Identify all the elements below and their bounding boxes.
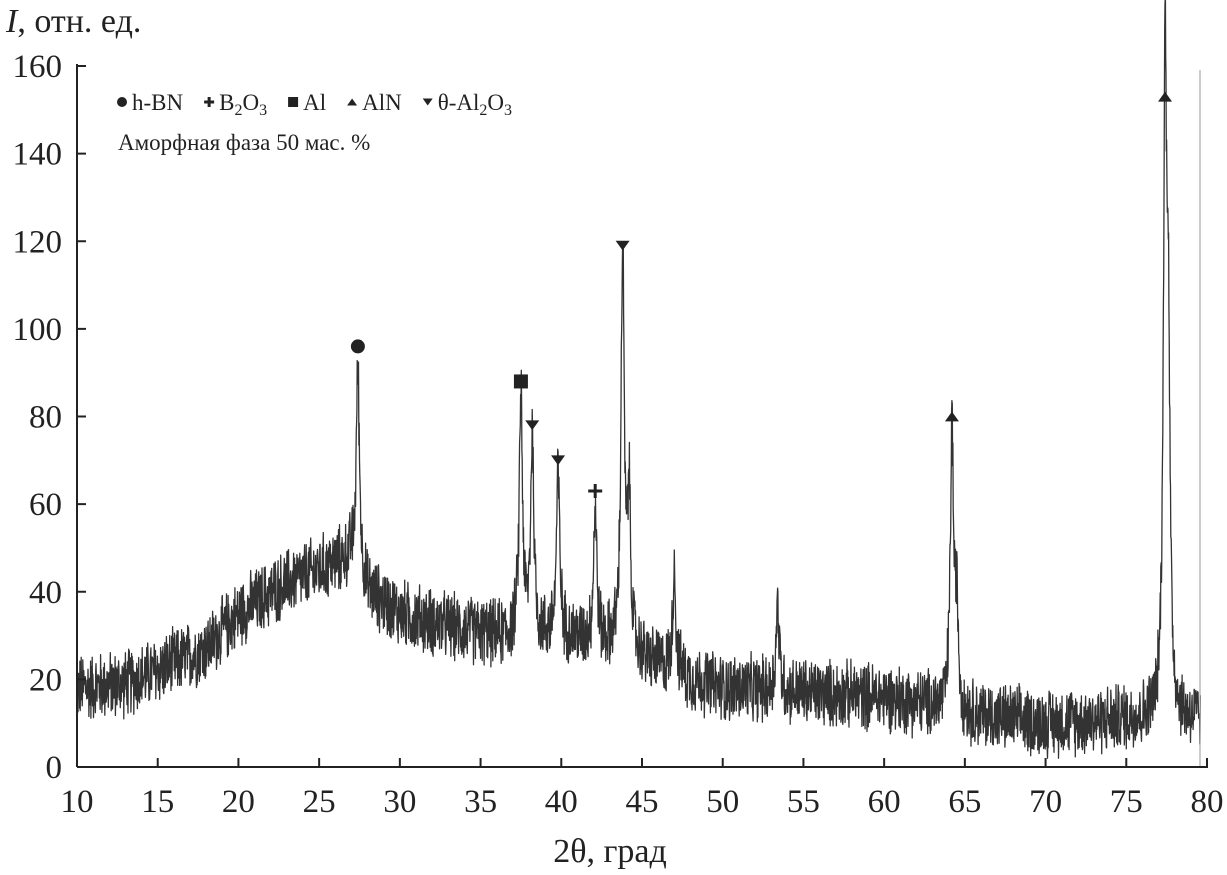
annotation: Аморфная фаза 50 мас. % bbox=[118, 130, 370, 155]
legend-marker-circle bbox=[117, 97, 127, 107]
peak-marker-triangle-up bbox=[944, 411, 959, 422]
legend-label: B2O3 bbox=[219, 90, 267, 119]
x-tick-label: 50 bbox=[706, 784, 739, 820]
y-tick-label: 60 bbox=[29, 487, 62, 523]
peak-marker-triangle-down bbox=[551, 455, 566, 466]
legend-label-text: O bbox=[242, 90, 259, 115]
y-axis-title-units: , отн. ед. bbox=[17, 3, 141, 40]
peak-marker-triangle-down bbox=[525, 420, 540, 431]
legend-marker-plus bbox=[204, 97, 215, 107]
y-tick-label: 0 bbox=[46, 750, 63, 786]
legend-marker-triangle-up bbox=[347, 98, 358, 106]
x-tick-label: 80 bbox=[1191, 784, 1224, 820]
subscript: 2 bbox=[234, 102, 242, 119]
x-tick-label: 45 bbox=[626, 784, 659, 820]
subscript: 3 bbox=[504, 102, 512, 119]
x-tick-label: 75 bbox=[1110, 784, 1143, 820]
legend-label: AlN bbox=[362, 90, 402, 115]
ticks: 10 15 20 25 30 35 40 45 50 55 60 65 70 75 80 0 20 40 60 80 1… bbox=[13, 49, 1224, 820]
y-tick-label: 80 bbox=[29, 400, 62, 436]
legend-label-text: B bbox=[219, 90, 234, 115]
y-axis-title: I, отн. ед. bbox=[5, 3, 141, 40]
peak-marker-triangle-down bbox=[615, 240, 630, 251]
x-tick-label: 70 bbox=[1029, 784, 1062, 820]
x-tick-label: 15 bbox=[141, 784, 174, 820]
x-tick-label: 35 bbox=[464, 784, 497, 820]
y-tick-label: 20 bbox=[29, 662, 62, 698]
legend-label-text: θ-Al bbox=[438, 90, 480, 115]
legend-label-text: O bbox=[487, 90, 504, 115]
x-tick-label: 60 bbox=[868, 784, 901, 820]
xrd-trace bbox=[76, 0, 1201, 759]
peak-marker-triangle-up bbox=[1158, 91, 1173, 102]
x-axis-title: 2θ, град bbox=[553, 833, 667, 870]
x-tick-label: 25 bbox=[303, 784, 336, 820]
x-tick-label: 20 bbox=[222, 784, 255, 820]
legend-label-text: h-BN bbox=[132, 90, 184, 115]
x-tick-label: 65 bbox=[948, 784, 981, 820]
legend-label-text: Al bbox=[303, 90, 326, 115]
x-tick-label: 40 bbox=[545, 784, 578, 820]
legend-label-text: AlN bbox=[362, 90, 402, 115]
peak-marker-square bbox=[513, 374, 528, 389]
legend-label: θ-Al2O3 bbox=[438, 90, 512, 119]
legend-marker-square bbox=[288, 97, 299, 107]
y-tick-label: 160 bbox=[13, 49, 63, 85]
peak-marker-plus bbox=[588, 483, 603, 498]
y-axis-title-symbol: I bbox=[5, 3, 19, 40]
legend: h-BN B2O3 Al AlN θ-Al2O3 bbox=[117, 90, 512, 119]
x-tick-label: 30 bbox=[383, 784, 416, 820]
legend-label: h-BN bbox=[132, 90, 184, 115]
subscript: 3 bbox=[259, 102, 267, 119]
x-tick-label: 10 bbox=[61, 784, 94, 820]
plot-area bbox=[76, 0, 1201, 759]
peak-marker-circle bbox=[350, 339, 365, 354]
y-tick-label: 40 bbox=[29, 575, 62, 611]
legend-label: Al bbox=[303, 90, 326, 115]
y-tick-label: 140 bbox=[13, 137, 63, 173]
x-tick-label: 55 bbox=[787, 784, 820, 820]
y-tick-label: 120 bbox=[13, 224, 63, 260]
legend-marker-triangle-down bbox=[422, 98, 433, 106]
y-tick-label: 100 bbox=[13, 312, 63, 348]
subscript: 2 bbox=[479, 102, 487, 119]
